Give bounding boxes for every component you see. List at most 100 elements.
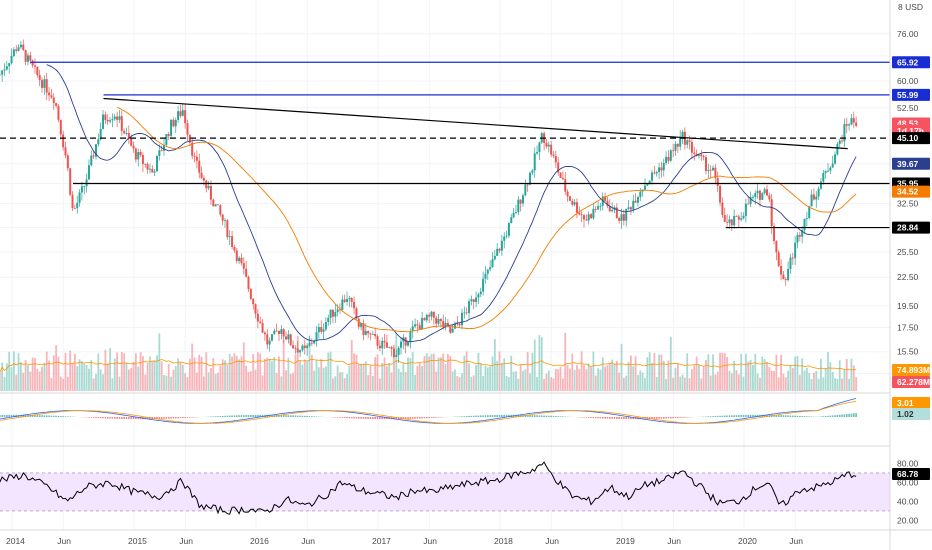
macd-histogram-bar — [639, 417, 642, 420]
macd-histogram-bar — [531, 415, 534, 417]
currency-label[interactable]: 8 USD — [898, 2, 923, 12]
macd-histogram-bar — [597, 417, 599, 419]
price-badge-bg[interactable] — [892, 185, 930, 198]
candle-body — [446, 322, 449, 327]
volume-bar — [775, 354, 778, 391]
volume-bar — [125, 362, 128, 391]
volume-bar — [585, 369, 588, 391]
macd-histogram-bar — [306, 415, 308, 417]
candle-body — [29, 55, 32, 61]
candle-body — [585, 219, 588, 221]
volume-bar — [597, 368, 599, 391]
macd-histogram-bar — [794, 415, 796, 417]
volume-bar — [191, 343, 194, 391]
macd-histogram-bar — [365, 417, 367, 419]
price-badge[interactable]: 39.67 — [897, 159, 919, 169]
volume-badge-bg[interactable] — [892, 364, 930, 376]
volume-bar — [127, 369, 130, 391]
trendline[interactable] — [103, 97, 848, 150]
price-badge[interactable]: 34.52 — [897, 187, 919, 197]
macd-histogram-bar — [137, 417, 140, 420]
price-badge-bg[interactable] — [892, 221, 930, 234]
candle-body — [557, 162, 560, 173]
candle-body — [611, 210, 614, 212]
volume-bar — [848, 378, 851, 391]
macd-histogram-bar — [214, 416, 217, 417]
time-tick-label: Jun — [545, 536, 559, 546]
volume-badge[interactable]: 62.278M — [897, 377, 930, 387]
macd-badge-bg[interactable] — [892, 397, 930, 409]
price-badge[interactable]: 1d 17h — [897, 126, 924, 136]
macd-histogram-bar — [498, 414, 501, 417]
price-badge[interactable]: 55.99 — [897, 90, 919, 100]
candle-body — [681, 131, 684, 138]
macd-histogram-bar — [529, 415, 531, 417]
volume-bar — [625, 375, 628, 391]
volume-bar — [615, 360, 618, 391]
candle-body — [64, 147, 67, 156]
candle-body — [697, 154, 700, 156]
ma-50-line — [116, 106, 857, 333]
macd-histogram-bar — [156, 417, 158, 419]
volume-bar — [526, 351, 529, 391]
candle-body — [704, 157, 707, 171]
volume-bar — [376, 354, 379, 391]
rsi-badge[interactable]: 68.78 — [897, 469, 919, 479]
macd-histogram-bar — [55, 415, 57, 417]
macd-histogram-bar — [784, 415, 787, 417]
macd-histogram-bar — [479, 415, 482, 417]
macd-histogram-bar — [641, 417, 644, 420]
candle-body — [104, 114, 107, 120]
volume-badge[interactable]: 74.893M — [897, 365, 930, 375]
volume-bar — [752, 364, 754, 391]
price-badge[interactable]: 65.92 — [897, 57, 919, 67]
price-badge-bg[interactable] — [892, 132, 930, 145]
macd-histogram-bar — [658, 417, 660, 419]
candle-body — [280, 329, 283, 334]
candle-body — [52, 97, 55, 104]
candle-body — [582, 215, 585, 220]
volume-bar — [48, 360, 50, 391]
volume-badge-bg[interactable] — [892, 376, 930, 388]
macd-badge[interactable]: 1.02 — [897, 409, 914, 419]
volume-bar — [325, 366, 327, 391]
volume-bar — [404, 372, 407, 391]
price-pane[interactable] — [0, 39, 890, 363]
price-badge-bg[interactable] — [892, 157, 930, 170]
volume-bar — [226, 364, 229, 391]
time-axis[interactable]: 2014 Jun 2015 Jun 2016 Jun 2017 Jun 2018 Jun 2019 J… — [6, 536, 803, 546]
volume-bar — [759, 377, 761, 391]
volume-bar — [296, 335, 299, 391]
price-badge[interactable]: 45.10 — [897, 133, 919, 143]
volume-bar — [113, 358, 116, 391]
volume-bar — [810, 378, 813, 391]
volume-bar — [367, 375, 370, 391]
price-badge-bg[interactable] — [892, 88, 930, 101]
volume-bar — [627, 361, 630, 391]
candle-body — [233, 247, 236, 251]
price-badge[interactable]: 28.84 — [897, 223, 919, 233]
price-badge[interactable]: 48.53 — [897, 119, 919, 129]
volume-bar — [618, 372, 621, 391]
macd-badge[interactable]: 3.01 — [897, 398, 914, 408]
candle-body — [622, 214, 625, 221]
macd-histogram-bar — [604, 417, 606, 419]
candle-body — [1, 70, 4, 75]
candle-body — [301, 345, 304, 351]
macd-histogram-bar — [716, 415, 719, 417]
volume-bar — [386, 366, 388, 391]
candle-body — [313, 340, 316, 344]
macd-badge-bg[interactable] — [892, 408, 930, 420]
volume-bar — [221, 359, 224, 391]
candle-body — [106, 119, 109, 122]
price-scale[interactable]: 76.00 60.00 52.50 32.50 25.50 22.50 19.50 17.50… — [892, 2, 930, 525]
rsi-badge-bg[interactable] — [892, 468, 930, 481]
volume-bar — [522, 370, 524, 391]
volume-bar — [698, 364, 700, 391]
candle-body — [505, 235, 508, 237]
candle-body — [573, 202, 576, 205]
price-badge-bg[interactable] — [892, 56, 930, 69]
price-badge[interactable]: 35.95 — [897, 179, 919, 189]
